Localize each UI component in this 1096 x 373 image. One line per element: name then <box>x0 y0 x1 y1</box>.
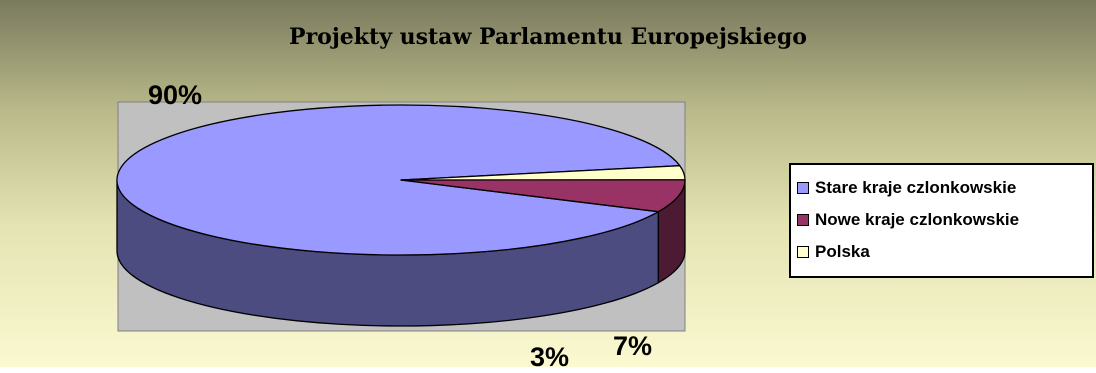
pie-slice-stare <box>116 104 681 256</box>
legend-swatch-stare <box>797 182 809 194</box>
legend-swatch-nowe <box>797 214 809 226</box>
legend-swatch-polska <box>797 246 809 258</box>
data-label-stare: 90% <box>148 80 203 110</box>
data-label-polska: 3% <box>530 342 570 372</box>
legend-item-polska: Polska <box>797 238 1092 266</box>
pie-slice-polska <box>400 165 686 181</box>
legend-item-stare: Stare kraje czlonkowskie <box>797 174 1092 202</box>
legend-label-stare: Stare kraje czlonkowskie <box>815 178 1017 197</box>
data-label-nowe: 7% <box>613 331 653 361</box>
legend-label-polska: Polska <box>815 242 870 261</box>
legend-item-nowe: Nowe kraje czlonkowskie <box>797 206 1092 234</box>
legend: Stare kraje czlonkowskie Nowe kraje czlo… <box>789 163 1094 278</box>
chart-title: Projekty ustaw Parlamentu Europejskiego <box>289 24 807 50</box>
legend-label-nowe: Nowe kraje czlonkowskie <box>815 210 1020 229</box>
